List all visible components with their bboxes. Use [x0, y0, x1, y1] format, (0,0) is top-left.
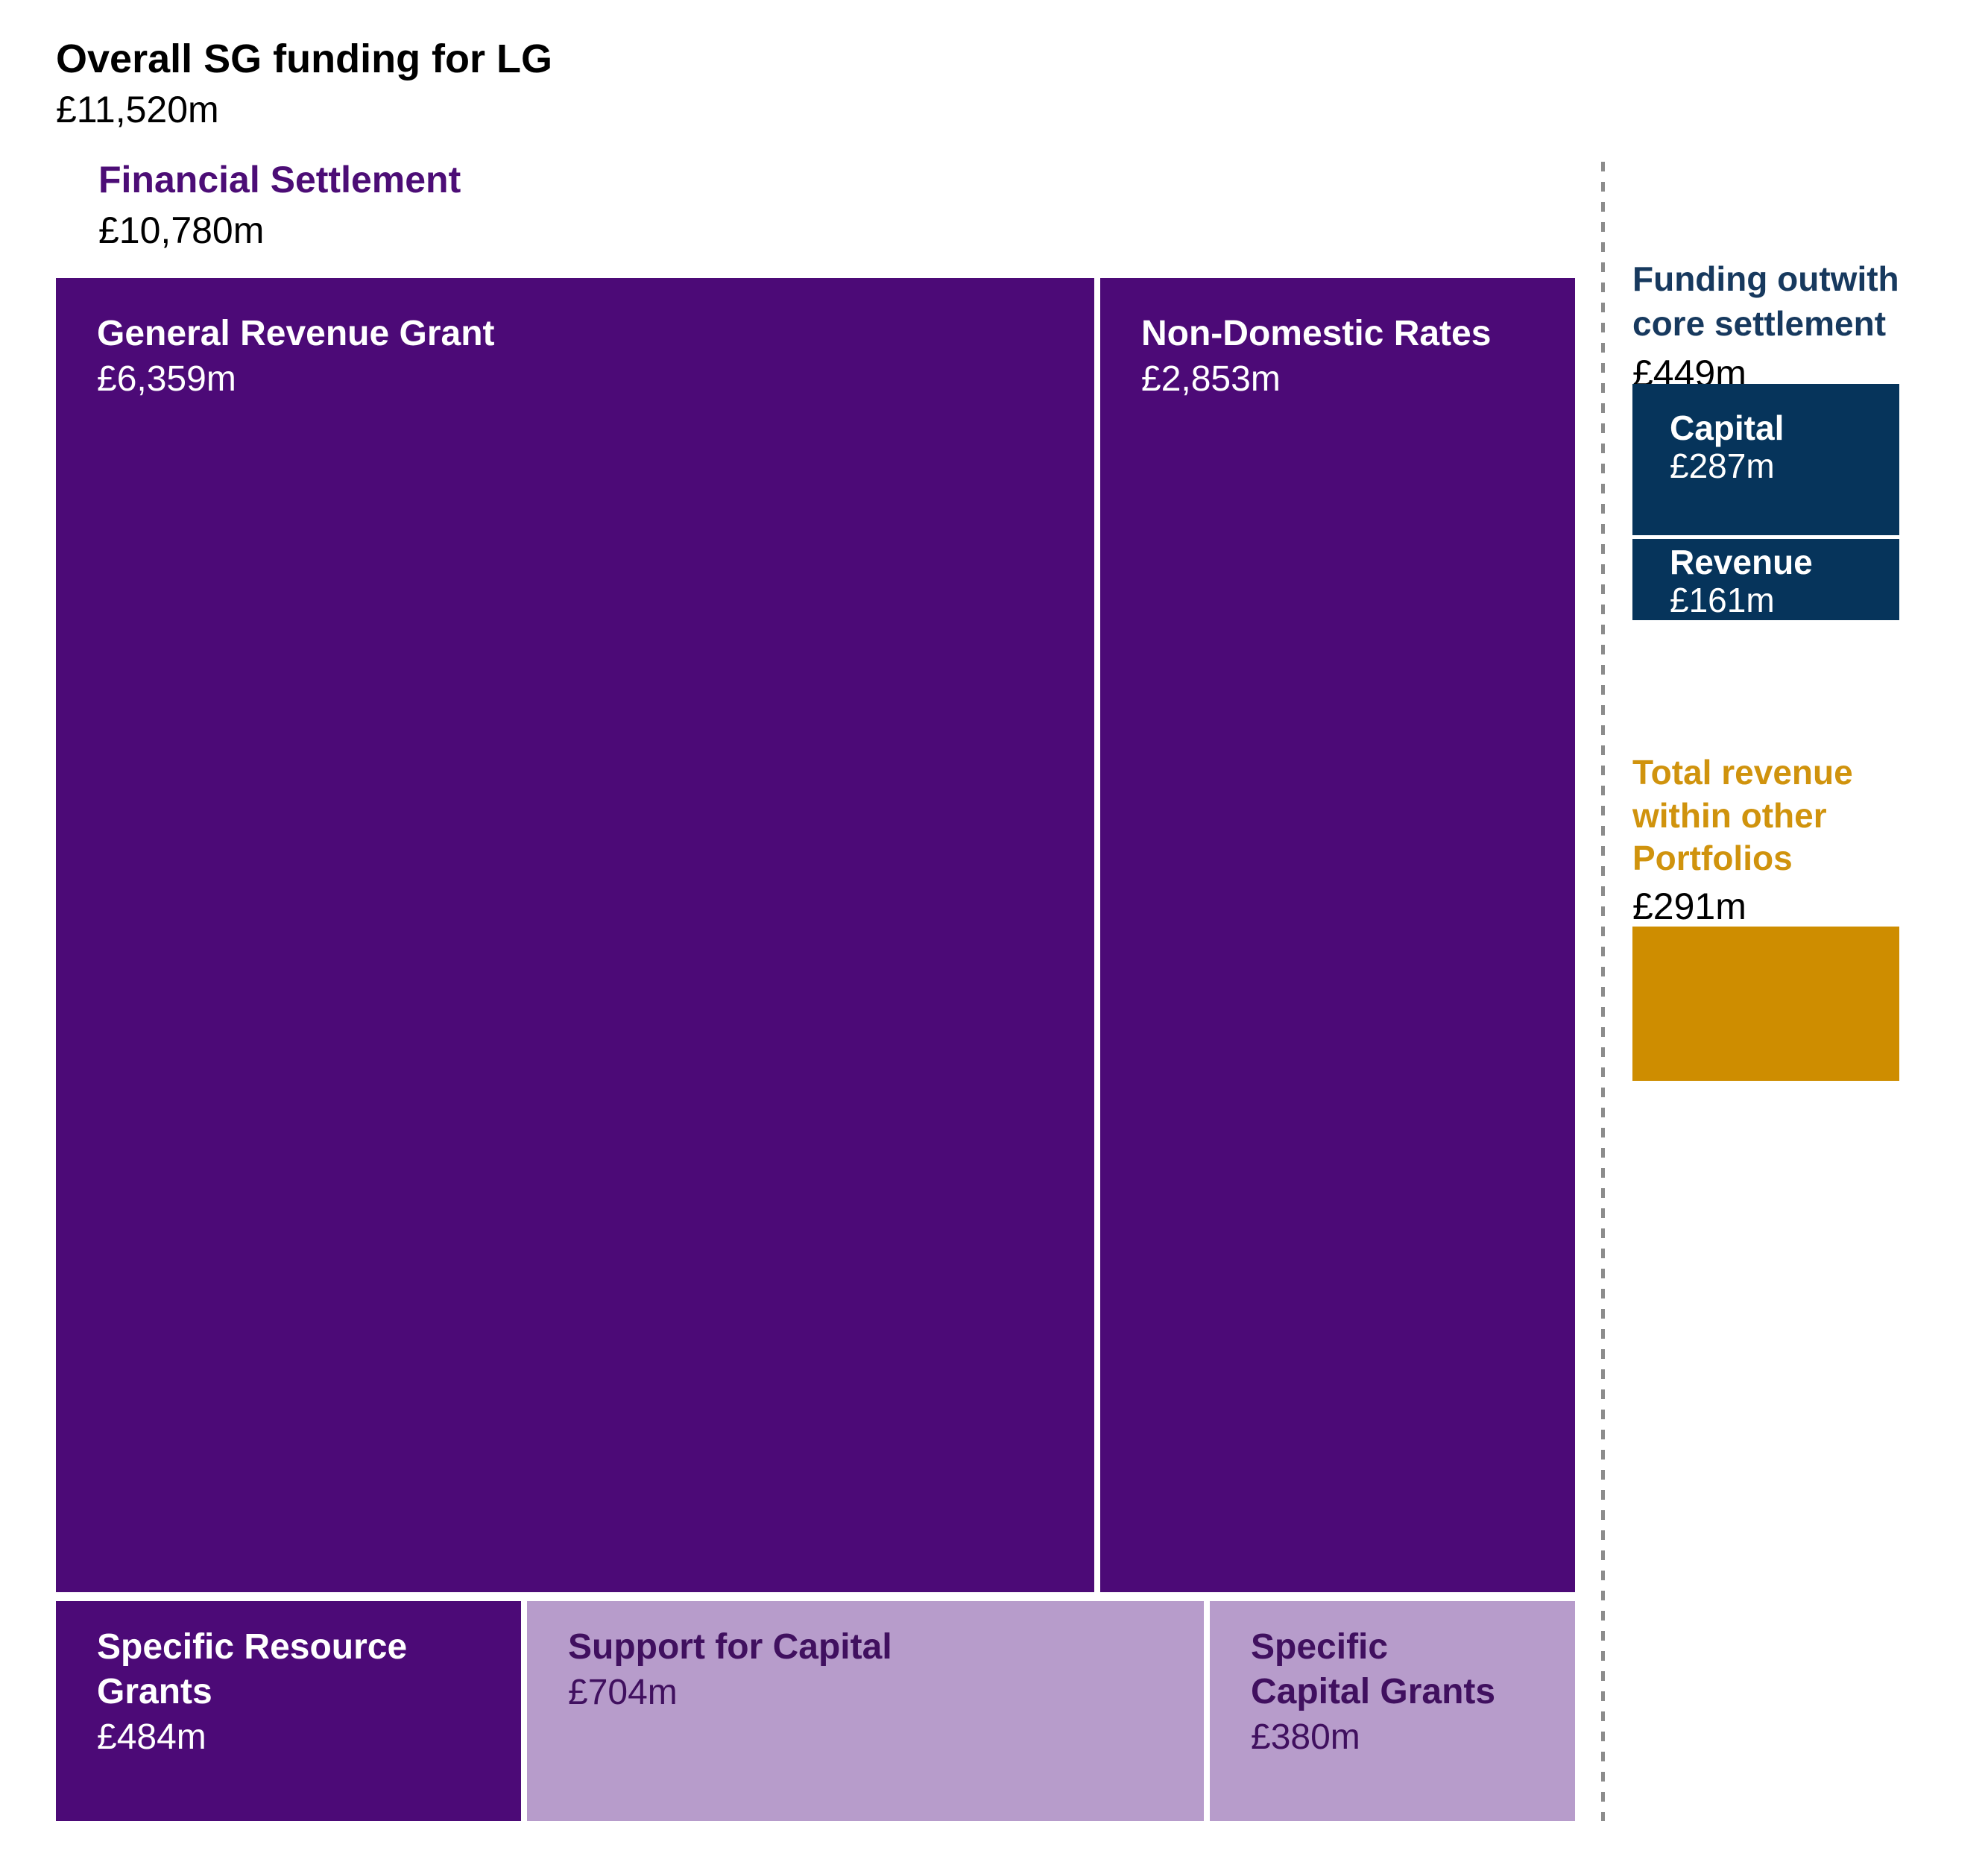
block-revenue: Revenue £161m	[1632, 539, 1899, 620]
other-portfolios-value: £291m	[1632, 885, 1746, 927]
heading-line: Total revenue	[1632, 753, 1853, 792]
block-label: Non-Domestic Rates	[1141, 314, 1492, 353]
block-value: £484m	[97, 1717, 206, 1757]
block-label-line: Grants	[97, 1672, 212, 1711]
block-value: £704m	[568, 1673, 678, 1712]
block-value: £380m	[1251, 1717, 1360, 1757]
block-capital: Capital £287m	[1632, 384, 1899, 535]
block-support-for-capital: Support for Capital £704m	[527, 1601, 1204, 1821]
heading-line: Funding outwith	[1632, 259, 1899, 298]
block-label-line: Specific	[1251, 1627, 1389, 1667]
heading-line: Portfolios	[1632, 839, 1793, 877]
financial-settlement-heading: Financial Settlement	[98, 159, 461, 201]
heading-line: within other	[1632, 795, 1827, 835]
block-value: £287m	[1670, 446, 1775, 485]
block-label: General Revenue Grant	[97, 314, 495, 353]
heading-line: core settlement	[1632, 303, 1887, 343]
funding-outwith-heading: Funding outwith core settlement £449m	[1632, 257, 1946, 398]
block-value: £6,359m	[97, 359, 236, 399]
block-value: £2,853m	[1141, 359, 1281, 399]
block-non-domestic-rates: Non-Domestic Rates £2,853m	[1100, 278, 1575, 1592]
block-value: £161m	[1670, 580, 1775, 619]
block-label-line: Capital Grants	[1251, 1672, 1496, 1711]
block-label-line: Specific Resource	[97, 1627, 408, 1667]
financial-settlement-value: £10,780m	[98, 209, 265, 251]
block-specific-resource-grants: Specific Resource Grants £484m	[56, 1601, 521, 1821]
block-specific-capital-grants: Specific Capital Grants £380m	[1210, 1601, 1575, 1821]
block-other-portfolios-revenue	[1632, 927, 1899, 1081]
other-portfolios-heading: Total revenue within other Portfolios £2…	[1632, 751, 1946, 930]
block-general-revenue-grant: General Revenue Grant £6,359m	[56, 278, 1094, 1592]
block-label: Capital	[1670, 408, 1785, 447]
block-label: Support for Capital	[568, 1627, 892, 1667]
chart-title: Overall SG funding for LG	[56, 37, 553, 81]
divider-dashed-line	[1601, 162, 1605, 1821]
chart-total-value: £11,520m	[56, 89, 219, 130]
block-label: Revenue	[1670, 543, 1813, 581]
